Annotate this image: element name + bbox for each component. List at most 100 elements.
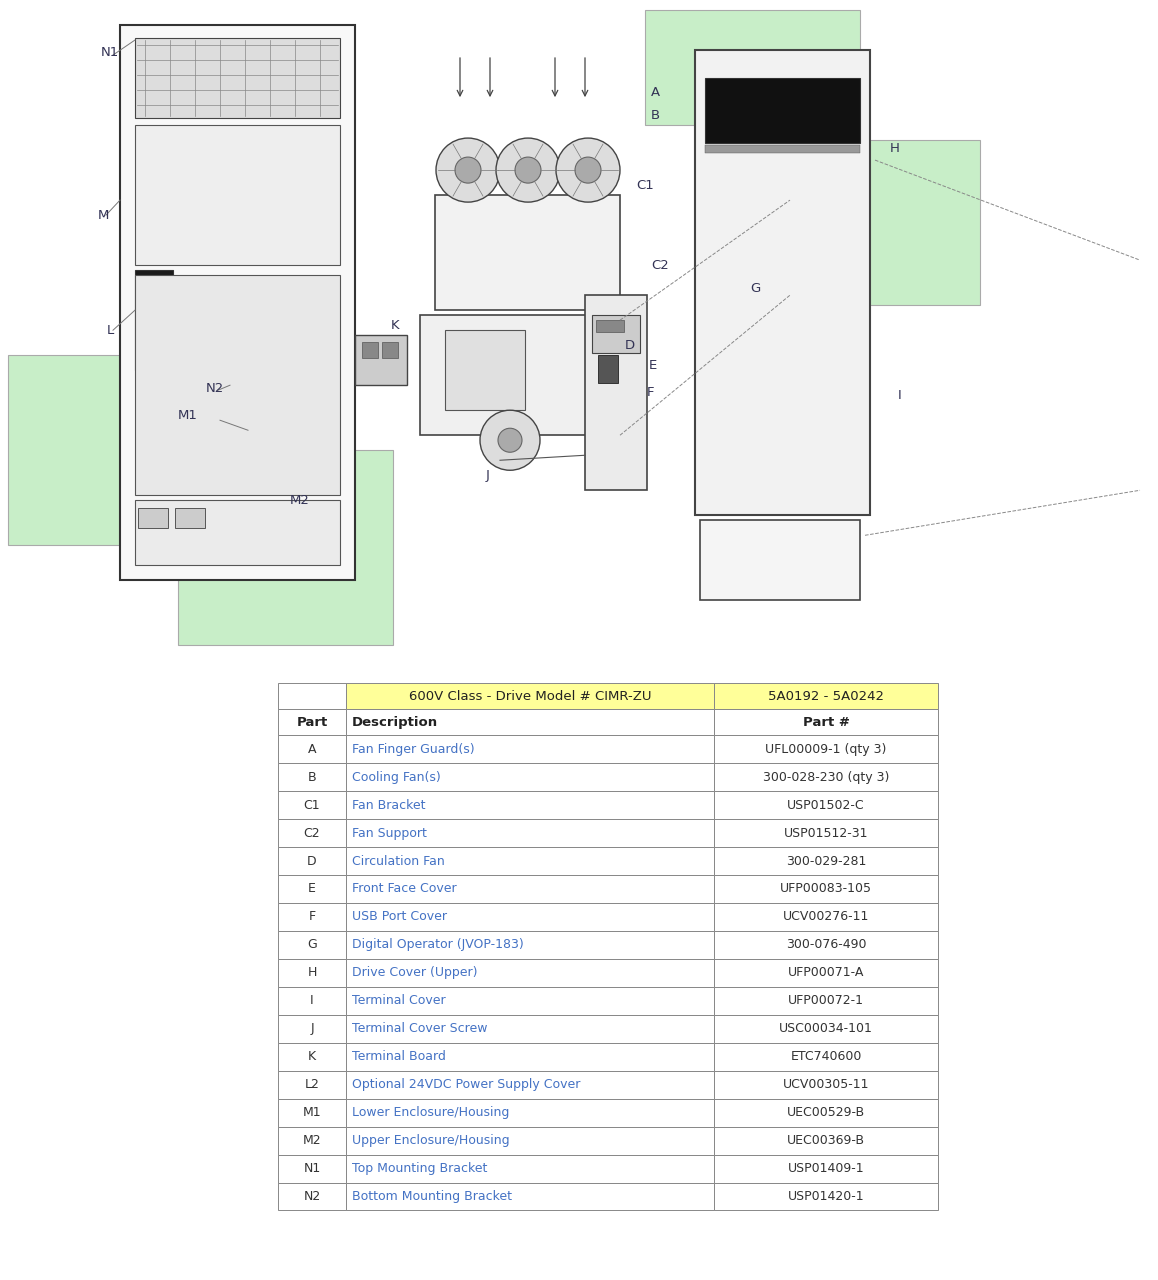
Text: 600V Class - Drive Model # CIMR-ZU: 600V Class - Drive Model # CIMR-ZU <box>409 690 651 703</box>
Text: ETC740600: ETC740600 <box>790 1050 862 1064</box>
Bar <box>8 355 173 545</box>
Bar <box>695 50 870 516</box>
Bar <box>135 125 340 265</box>
Circle shape <box>455 157 481 183</box>
Circle shape <box>496 138 560 202</box>
Bar <box>278 987 346 1015</box>
Bar <box>705 145 860 154</box>
Bar <box>346 735 714 763</box>
Bar <box>135 270 173 370</box>
Text: B: B <box>651 109 660 122</box>
Bar <box>346 1015 714 1043</box>
Text: A: A <box>651 86 660 99</box>
Circle shape <box>576 157 601 183</box>
Bar <box>346 684 714 709</box>
Bar <box>278 931 346 959</box>
Text: A: A <box>308 742 316 755</box>
Text: USC00034-101: USC00034-101 <box>779 1023 873 1036</box>
Text: M2: M2 <box>290 494 310 507</box>
Bar <box>714 819 938 847</box>
Text: H: H <box>891 142 900 155</box>
Bar <box>278 735 346 763</box>
Bar <box>278 959 346 987</box>
Bar <box>278 684 346 709</box>
Bar <box>346 763 714 791</box>
Text: Drive Cover (Upper): Drive Cover (Upper) <box>352 966 477 979</box>
Bar <box>420 315 620 435</box>
Bar <box>346 1098 714 1126</box>
Text: C2: C2 <box>651 259 669 271</box>
Bar <box>346 791 714 819</box>
Text: L2: L2 <box>305 1078 320 1091</box>
Bar <box>178 451 393 645</box>
Bar <box>135 500 340 566</box>
Text: M1: M1 <box>178 408 198 421</box>
Bar <box>346 1126 714 1155</box>
Bar <box>382 342 398 358</box>
Text: UFP00071-A: UFP00071-A <box>787 966 864 979</box>
Bar <box>278 1098 346 1126</box>
Text: Fan Finger Guard(s): Fan Finger Guard(s) <box>352 742 475 755</box>
Bar <box>714 1183 938 1211</box>
Bar <box>138 508 168 529</box>
Bar <box>596 320 624 333</box>
Bar <box>362 342 378 358</box>
Bar <box>714 709 938 735</box>
Bar <box>714 1126 938 1155</box>
Circle shape <box>437 138 500 202</box>
Bar <box>445 330 525 410</box>
Bar <box>356 335 406 385</box>
Text: C2: C2 <box>303 827 321 840</box>
Bar <box>346 847 714 876</box>
Text: UEC00369-B: UEC00369-B <box>787 1134 865 1147</box>
Bar <box>278 819 346 847</box>
Bar <box>714 791 938 819</box>
Bar <box>278 1183 346 1211</box>
Text: 300-028-230 (qty 3): 300-028-230 (qty 3) <box>763 771 889 783</box>
Bar <box>714 1155 938 1183</box>
Text: Bottom Mounting Bracket: Bottom Mounting Bracket <box>352 1190 512 1203</box>
Text: B: B <box>308 771 316 783</box>
Bar <box>278 1015 346 1043</box>
Text: L: L <box>107 324 113 337</box>
Text: Digital Operator (JVOP-183): Digital Operator (JVOP-183) <box>352 938 523 951</box>
Text: 5A0192 - 5A0242: 5A0192 - 5A0242 <box>768 690 884 703</box>
Text: Part: Part <box>296 716 328 728</box>
Bar <box>705 78 860 143</box>
Bar <box>585 296 647 490</box>
Bar <box>346 931 714 959</box>
Circle shape <box>515 157 541 183</box>
Bar <box>346 1183 714 1211</box>
Text: UEC00529-B: UEC00529-B <box>787 1106 865 1119</box>
Circle shape <box>556 138 620 202</box>
Text: UFL00009-1 (qty 3): UFL00009-1 (qty 3) <box>765 742 887 755</box>
Bar <box>714 902 938 931</box>
Text: N1: N1 <box>303 1162 321 1175</box>
Text: F: F <box>646 385 654 398</box>
Text: N2: N2 <box>303 1190 321 1203</box>
Text: USP01420-1: USP01420-1 <box>787 1190 864 1203</box>
Text: K: K <box>390 319 400 332</box>
Text: UFP00083-105: UFP00083-105 <box>780 882 872 896</box>
Bar <box>346 1043 714 1070</box>
Bar <box>346 819 714 847</box>
Bar <box>278 847 346 876</box>
Text: Optional 24VDC Power Supply Cover: Optional 24VDC Power Supply Cover <box>352 1078 580 1091</box>
Bar <box>714 735 938 763</box>
Bar <box>278 1070 346 1098</box>
Circle shape <box>481 410 540 470</box>
Text: USP01502-C: USP01502-C <box>787 799 865 812</box>
Bar <box>135 275 340 495</box>
Text: Terminal Board: Terminal Board <box>352 1050 446 1064</box>
Text: Circulation Fan: Circulation Fan <box>352 855 445 868</box>
Text: Part #: Part # <box>802 716 850 728</box>
Bar <box>346 1155 714 1183</box>
Bar <box>592 315 640 353</box>
Bar <box>346 987 714 1015</box>
Text: I: I <box>310 995 314 1007</box>
Text: G: G <box>750 282 760 294</box>
Text: C1: C1 <box>303 799 321 812</box>
Bar <box>714 1098 938 1126</box>
Bar <box>714 763 938 791</box>
Text: USB Port Cover: USB Port Cover <box>352 910 447 923</box>
